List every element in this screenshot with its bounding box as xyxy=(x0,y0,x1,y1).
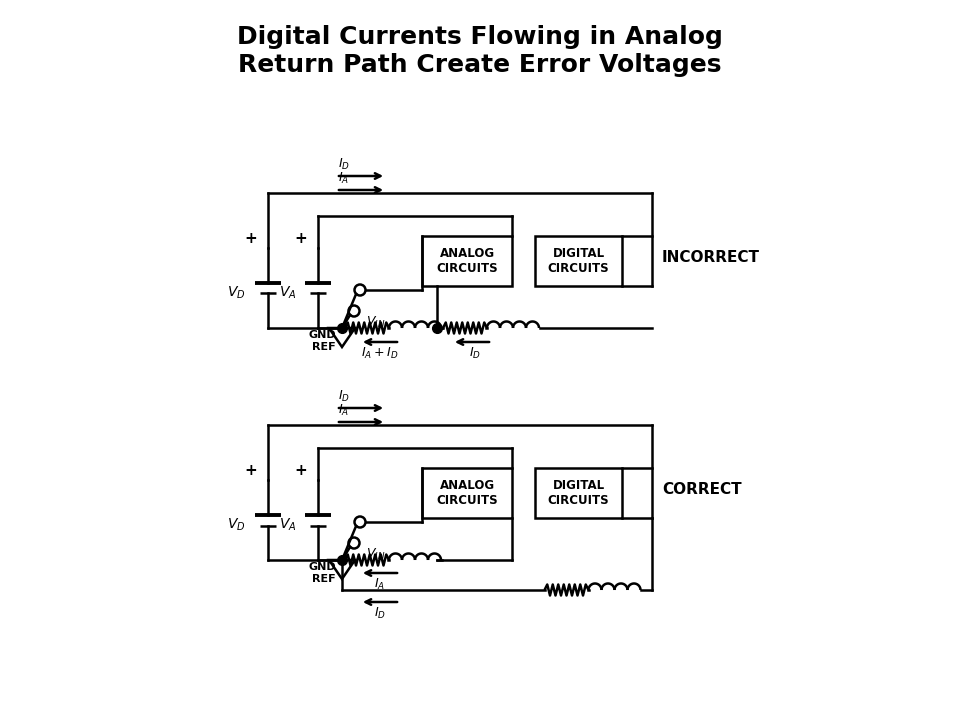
Text: $I_D$: $I_D$ xyxy=(469,346,481,361)
Text: $V_A$: $V_A$ xyxy=(278,517,296,534)
Text: ANALOG
CIRCUITS: ANALOG CIRCUITS xyxy=(436,247,498,275)
Bar xyxy=(422,236,512,286)
Text: $I_D$: $I_D$ xyxy=(338,157,350,172)
Text: $V_{IN}$: $V_{IN}$ xyxy=(366,547,386,562)
Text: +: + xyxy=(245,463,257,478)
Text: DIGITAL
CIRCUITS: DIGITAL CIRCUITS xyxy=(548,247,610,275)
Text: Digital Currents Flowing in Analog
Return Path Create Error Voltages: Digital Currents Flowing in Analog Retur… xyxy=(237,25,723,77)
Text: $I_A + I_D$: $I_A + I_D$ xyxy=(361,346,398,361)
Text: +: + xyxy=(295,463,307,478)
Text: $I_D$: $I_D$ xyxy=(374,606,386,621)
Bar xyxy=(422,468,512,518)
Text: $V_A$: $V_A$ xyxy=(278,285,296,301)
Text: $V_D$: $V_D$ xyxy=(228,517,246,534)
Text: INCORRECT: INCORRECT xyxy=(662,251,760,266)
Bar xyxy=(535,468,622,518)
Text: DIGITAL
CIRCUITS: DIGITAL CIRCUITS xyxy=(548,479,610,507)
Bar xyxy=(535,236,622,286)
Text: +: + xyxy=(295,231,307,246)
Text: ANALOG
CIRCUITS: ANALOG CIRCUITS xyxy=(436,479,498,507)
Text: $I_A$: $I_A$ xyxy=(338,171,349,186)
Text: GND
REF: GND REF xyxy=(308,330,336,351)
Text: $I_D$: $I_D$ xyxy=(338,389,350,404)
Text: GND
REF: GND REF xyxy=(308,562,336,584)
Text: $I_A$: $I_A$ xyxy=(338,403,349,418)
Text: $I_A$: $I_A$ xyxy=(374,577,386,592)
Text: $V_{IN}$: $V_{IN}$ xyxy=(366,315,386,330)
Text: $V_D$: $V_D$ xyxy=(228,285,246,301)
Text: +: + xyxy=(245,231,257,246)
Text: CORRECT: CORRECT xyxy=(662,482,742,498)
